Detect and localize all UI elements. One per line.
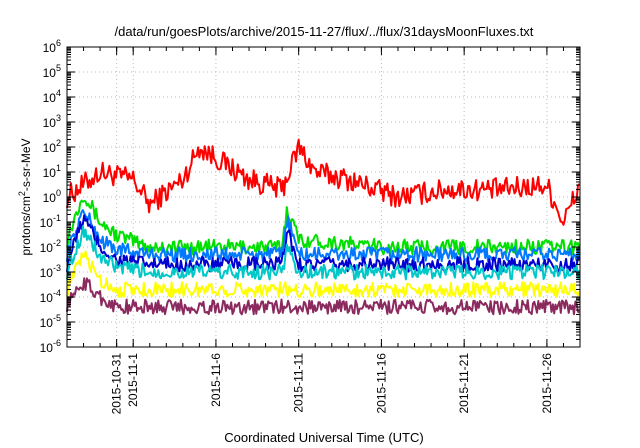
y-tick-label: 104 (43, 88, 61, 105)
y-tick-label: 10-4 (40, 288, 61, 305)
x-axis-label: Coordinated Universal Time (UTC) (224, 430, 423, 445)
y-tick-label: 10-3 (40, 263, 61, 280)
series-line (66, 138, 581, 226)
series-line (66, 214, 580, 273)
x-tick-label: 2015-11-6 (209, 353, 223, 407)
y-tick-label: 102 (43, 138, 61, 155)
chart-title: /data/run/goesPlots/archive/2015-11-27/f… (115, 24, 534, 39)
y-tick-label: 106 (43, 38, 61, 55)
y-tick-label: 10-5 (40, 313, 61, 330)
y-axis: 10-6 10-5 10-4 10-3 10-2 10-1 100 101 102 103 104 1… (40, 38, 580, 355)
series-line (66, 277, 580, 316)
series-group (66, 138, 581, 316)
x-tick-label: 2015-11-16 (374, 353, 388, 414)
y-tick-label: 103 (43, 113, 61, 130)
y-axis-label-text: protons/cm2-s-sr-MeV (17, 138, 33, 255)
x-tick-label: 2015-11-21 (457, 353, 471, 414)
series-line (66, 225, 581, 281)
y-tick-label: 105 (43, 63, 61, 80)
y-axis-label: protons/cm2-s-sr-MeV (17, 138, 33, 255)
x-tick-label: 2015-11-26 (540, 353, 554, 414)
y-tick-label: 101 (43, 163, 61, 180)
series-line (66, 199, 581, 256)
x-tick-label: 2015-11-1 (126, 353, 140, 407)
y-tick-label: 10-6 (40, 338, 61, 355)
series-line (66, 250, 581, 298)
y-tick-label: 10-2 (40, 238, 61, 255)
series-line (66, 209, 581, 263)
y-tick-label: 10-1 (40, 213, 61, 230)
x-axis: 2015-10-31 2015-11-1 2015-11-6 2015-11-11 20… (66, 47, 581, 415)
x-tick-label: 2015-10-31 (110, 353, 124, 415)
x-tick-label: 2015-11-11 (292, 353, 306, 413)
y-tick-label: 100 (43, 188, 61, 205)
